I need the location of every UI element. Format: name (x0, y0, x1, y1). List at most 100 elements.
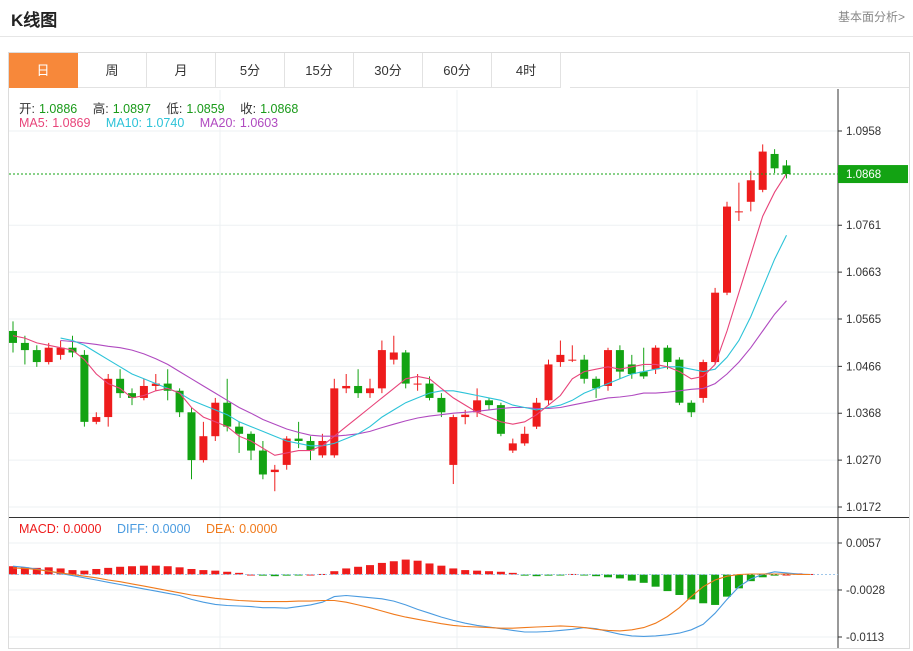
ma20-line (60, 300, 787, 437)
candle-body (568, 359, 577, 361)
candle-body (199, 436, 208, 461)
macd-bar (342, 568, 351, 575)
ma20-value: 1.0603 (239, 116, 279, 130)
macd-bar (604, 574, 612, 578)
candle-body (32, 350, 41, 363)
macd-bar (723, 574, 731, 597)
price-tick-label: 1.0270 (846, 455, 881, 467)
macd-bar (639, 574, 648, 583)
candle-body (389, 352, 398, 360)
macd-bar (413, 560, 422, 575)
macd-bar (354, 566, 363, 575)
tab-month[interactable]: 月 (147, 53, 216, 88)
candle-body (413, 383, 422, 385)
macd-bar (92, 568, 101, 575)
macd-bar (270, 574, 279, 577)
macd-bar (187, 568, 196, 575)
candle-body (592, 378, 601, 389)
candle-body (366, 388, 374, 394)
candle-body (175, 390, 184, 413)
diff-value: 0.0000 (152, 522, 191, 536)
chart-panel (8, 52, 910, 649)
candle-body (56, 347, 65, 355)
open-label: 开: (19, 102, 35, 116)
macd-bar (377, 562, 386, 575)
candle-body (508, 443, 517, 451)
page-title: K线图 (11, 11, 58, 30)
macd-bar (485, 571, 493, 575)
tab-5min[interactable]: 5分 (216, 53, 285, 88)
low-label: 低: (166, 102, 183, 116)
candle-body (615, 350, 624, 372)
macd-bar (56, 568, 65, 575)
macd-bar (473, 570, 482, 575)
candle-body (128, 393, 136, 398)
price-tick-label: 1.0368 (846, 408, 881, 420)
tab-week[interactable]: 周 (78, 53, 147, 88)
candle-body (235, 426, 244, 434)
macd-tick-label: -0.0028 (846, 585, 885, 597)
tab-day[interactable]: 日 (9, 53, 78, 88)
candle-body (734, 211, 743, 213)
candle-body (187, 412, 196, 461)
candle-body (330, 388, 339, 456)
macd-bar (366, 565, 374, 575)
current-price-label: 1.0868 (846, 169, 881, 181)
macd-bar (330, 571, 339, 575)
candle-body (770, 153, 779, 169)
tabs-underline (570, 87, 909, 88)
price-tick-label: 1.0565 (846, 314, 881, 326)
ma10-value: 1.0740 (146, 116, 185, 130)
candle-body (258, 450, 267, 475)
tab-30min[interactable]: 30分 (354, 53, 423, 88)
tab-60min[interactable]: 60分 (423, 53, 492, 88)
candle-body (116, 378, 125, 394)
macd-bar (389, 561, 398, 575)
candle-body (461, 414, 470, 418)
macd-bar (20, 567, 29, 575)
macd-bar (32, 567, 41, 575)
macd-bar (175, 567, 184, 575)
macd-bar (711, 574, 720, 605)
candle-body (104, 378, 113, 418)
dea-value: 0.0000 (239, 522, 278, 536)
dea-label: DEA: (205, 522, 236, 536)
price-tick-label: 1.0172 (846, 502, 881, 514)
macd-bar (139, 565, 148, 575)
macd-bar (425, 563, 434, 575)
tab-4hour[interactable]: 4时 (492, 53, 561, 88)
candle-body (163, 383, 172, 391)
candle-body (282, 438, 291, 465)
macd-bar (699, 574, 708, 604)
candle-body (354, 385, 363, 394)
tab-15min[interactable]: 15分 (285, 53, 354, 88)
candle-body (758, 151, 767, 190)
candle-body (544, 364, 553, 401)
fundamental-analysis-link[interactable]: 基本面分析> (837, 10, 905, 24)
candle-body (151, 383, 160, 386)
macd-bar (163, 566, 172, 575)
candle-body (20, 342, 29, 351)
candle-body (663, 347, 672, 363)
macd-bar (211, 570, 220, 575)
high-value: 1.0897 (112, 102, 151, 116)
macd-bar (687, 574, 696, 600)
macd-bar (401, 559, 410, 575)
macd-bar (9, 566, 17, 575)
period-tabs: 日 周 月 5分 15分 30分 60分 4时 (9, 53, 561, 88)
ma20-label: MA20: (199, 116, 236, 130)
candle-body (377, 350, 386, 389)
candle-body (639, 371, 648, 377)
macd-bar (580, 574, 589, 576)
price-tick-label: 1.0958 (846, 126, 881, 138)
candle-body (782, 165, 791, 175)
ma5-label: MA5: (19, 116, 49, 130)
macd-bar (544, 574, 553, 576)
header-divider (0, 36, 913, 37)
ma5-line (12, 173, 787, 456)
high-label: 高: (92, 102, 109, 116)
candle-body (270, 469, 279, 473)
candle-body (80, 354, 89, 422)
candle-body (92, 417, 101, 422)
